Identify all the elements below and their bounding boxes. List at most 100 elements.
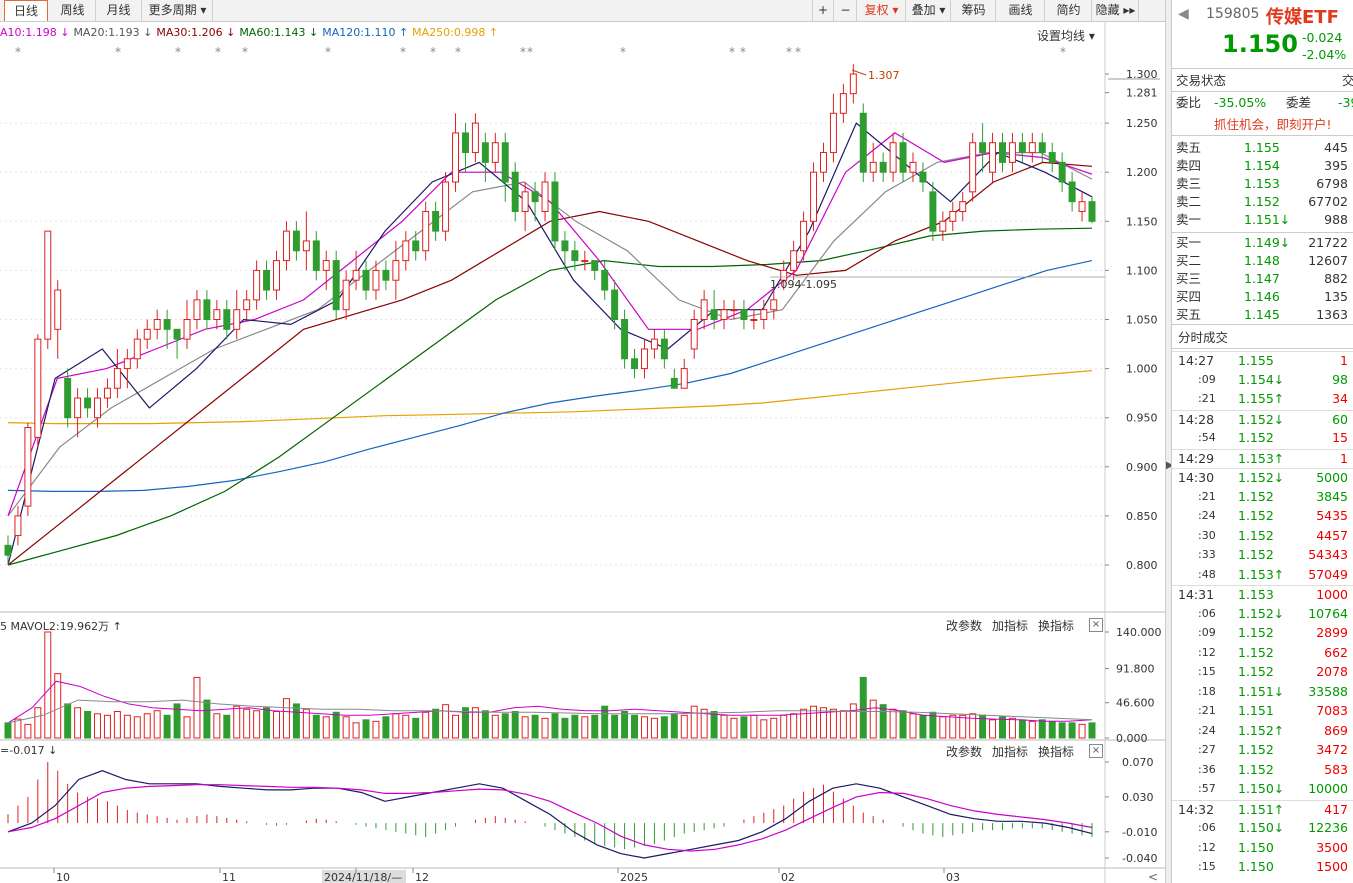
candle-body <box>352 269 360 281</box>
event-star-icon: * <box>175 45 181 59</box>
price-change-pct: -2.04% <box>1302 47 1347 62</box>
tick-row: :15 1.152 2078 <box>1198 664 1348 679</box>
volume-bar <box>372 720 380 739</box>
candle-body <box>442 181 450 232</box>
mavol1-line <box>7 680 1093 724</box>
volume-bar <box>859 676 867 739</box>
tick-row: :36 1.152 583 <box>1198 761 1348 777</box>
high-price-pointer <box>851 69 867 76</box>
volume-bar <box>4 722 12 739</box>
macd-dea-line <box>7 784 1093 852</box>
candle-body <box>650 338 658 350</box>
collapse-arrow-icon[interactable]: ▶ <box>1166 460 1174 471</box>
open-account-link[interactable]: 抓住机会，即刻开户! <box>1214 117 1332 132</box>
volume-bar <box>282 698 290 739</box>
candle-body <box>849 73 857 95</box>
candle-body <box>929 191 937 232</box>
draw-button[interactable]: 画线 <box>997 0 1045 21</box>
volume-legend: 5 MAVOL2:19.962万 ↑ <box>0 620 122 633</box>
x-axis-label: 2025 <box>620 871 648 883</box>
candle-body <box>660 338 668 360</box>
tick-row: :24 1.152↑ 869 <box>1198 722 1348 738</box>
volume-bar <box>521 716 529 739</box>
candle-body <box>402 240 410 262</box>
close-volume-icon[interactable]: × <box>1089 618 1103 632</box>
switch-indicator-button[interactable]: 换指标 <box>1038 745 1075 759</box>
volume-bar <box>64 703 72 739</box>
event-star-icon: * <box>795 45 801 59</box>
candle-body <box>432 210 440 232</box>
change-params-button[interactable]: 改参数 <box>946 745 983 759</box>
panel-splitter[interactable]: ▶ <box>1165 0 1174 883</box>
y-tick-label: 1.300 <box>1126 68 1158 81</box>
candle-body <box>183 319 191 340</box>
candle-body <box>989 142 997 173</box>
volume-bar <box>501 713 509 739</box>
setting-ma-button[interactable]: 设置均线 ▾ <box>1037 29 1095 43</box>
candle-body <box>153 319 161 330</box>
volume-bar <box>670 713 678 739</box>
tick-row: :24 1.152 5435 <box>1198 508 1348 523</box>
buy-level-row: 买五 1.145 1363 <box>1176 307 1348 322</box>
volume-bar <box>690 705 698 739</box>
weibi-row: 委比-35.05%委差-39 <box>1176 95 1353 110</box>
zoom-in-button[interactable]: + <box>812 0 834 21</box>
volume-bar <box>710 711 718 739</box>
volume-bar <box>44 631 52 739</box>
volume-bar <box>302 708 310 739</box>
back-arrow-icon[interactable]: ◀ <box>1178 6 1189 22</box>
chips-button[interactable]: 筹码 <box>952 0 996 21</box>
candle-body <box>74 397 82 419</box>
adjust-button[interactable]: 复权 ▾ <box>858 0 906 21</box>
volume-bar <box>869 699 877 739</box>
change-params-button[interactable]: 改参数 <box>946 619 983 633</box>
candle-body <box>700 299 708 320</box>
candle-body <box>54 289 62 330</box>
add-indicator-button[interactable]: 加指标 <box>992 619 1029 633</box>
ma-legend-item: MA250:0.998 ↑ <box>412 26 499 39</box>
close-macd-icon[interactable]: × <box>1089 744 1103 758</box>
candle-body <box>680 368 688 389</box>
volume-bar <box>740 716 748 739</box>
vol-tick-label: 140.000 <box>1116 626 1162 639</box>
candle-body <box>263 269 271 291</box>
ma250-line <box>7 370 1093 425</box>
event-star-icon: * <box>520 45 526 59</box>
candle-body <box>621 319 629 360</box>
kline-chart[interactable]: 1.300 1.281 1.250 1.200 1.150 1.100 1.050 1.000… <box>0 0 1165 883</box>
candle-body <box>471 122 479 154</box>
ma30-line <box>7 161 1093 566</box>
add-indicator-button[interactable]: 加指标 <box>992 745 1029 759</box>
candle-body <box>282 230 290 262</box>
vol-tick-label: 91.800 <box>1116 662 1155 675</box>
macd-tick-label: -0.040 <box>1122 852 1157 865</box>
tick-row: :33 1.152 54343 <box>1198 547 1348 562</box>
volume-bar <box>113 711 121 739</box>
volume-bar <box>611 714 619 739</box>
candle-body <box>253 269 261 301</box>
simple-button[interactable]: 简约 <box>1046 0 1092 21</box>
volume-bar <box>680 714 688 739</box>
tab-week[interactable]: 周线 <box>50 0 96 21</box>
candle-body <box>223 309 231 330</box>
ticks-title: 分时成交 <box>1178 330 1229 345</box>
hide-button[interactable]: 隐藏 ▸▸ <box>1093 0 1139 21</box>
y-tick-label: 1.250 <box>1126 117 1158 130</box>
ma120-line <box>7 260 1093 492</box>
event-star-icon: * <box>325 45 331 59</box>
macd-tick-label: 0.070 <box>1122 756 1154 769</box>
zoom-out-button[interactable]: − <box>835 0 857 21</box>
volume-bar <box>481 710 489 739</box>
tab-more-periods[interactable]: 更多周期 ▾ <box>143 0 213 21</box>
tab-month[interactable]: 月线 <box>96 0 142 21</box>
candle-body <box>710 309 718 320</box>
tab-day[interactable]: 日线 <box>4 0 48 21</box>
overlay-button[interactable]: 叠加 ▾ <box>907 0 951 21</box>
candle-body <box>213 309 221 320</box>
candle-body <box>44 230 52 340</box>
candle-body <box>1058 161 1066 183</box>
candle-body <box>760 309 768 320</box>
ma60-line <box>7 227 1093 566</box>
candle-body <box>382 269 390 281</box>
switch-indicator-button[interactable]: 换指标 <box>1038 619 1075 633</box>
